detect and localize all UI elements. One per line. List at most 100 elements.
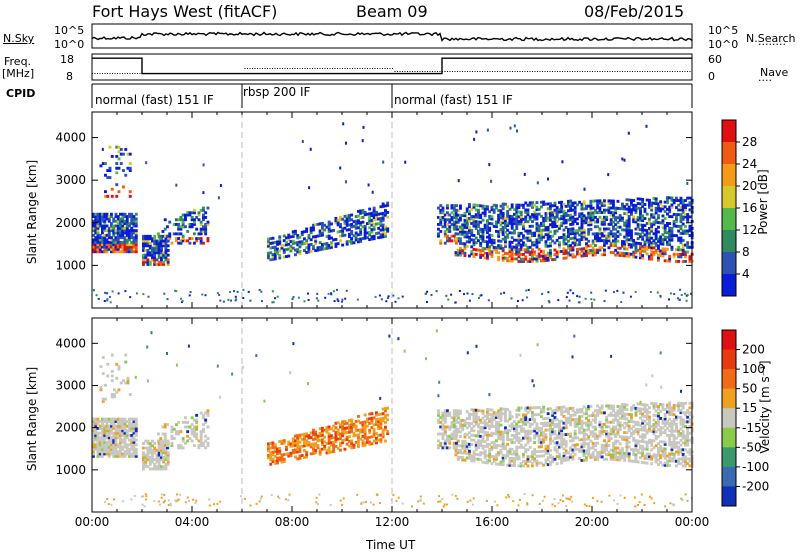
data-cell xyxy=(499,228,503,231)
data-cell xyxy=(336,432,340,436)
data-cell xyxy=(591,425,595,429)
data-cell xyxy=(477,232,480,236)
data-cell xyxy=(549,463,552,466)
data-cell xyxy=(456,409,460,413)
nave-dot xyxy=(619,71,621,72)
data-cell xyxy=(652,213,656,217)
data-cell xyxy=(134,236,138,240)
data-cell xyxy=(681,229,685,233)
data-cell xyxy=(273,450,277,454)
data-cell xyxy=(571,218,575,221)
data-cell xyxy=(356,298,359,301)
data-cell xyxy=(625,219,629,223)
data-cell xyxy=(454,453,458,457)
data-cell xyxy=(124,148,128,151)
data-cell xyxy=(488,163,491,167)
data-cell xyxy=(508,412,512,416)
data-cell xyxy=(488,433,492,437)
data-cell xyxy=(607,232,611,236)
data-cell xyxy=(278,237,282,241)
data-cell xyxy=(363,210,367,214)
data-cell xyxy=(654,241,658,245)
data-cell xyxy=(307,236,311,240)
data-cell xyxy=(357,440,360,444)
data-cell xyxy=(117,190,121,194)
data-cell xyxy=(321,233,324,237)
data-cell xyxy=(609,218,613,222)
data-cell xyxy=(463,230,467,234)
data-cell xyxy=(125,233,129,237)
data-cell xyxy=(121,438,125,442)
data-cell xyxy=(459,218,462,222)
data-cell xyxy=(332,450,336,453)
data-cell xyxy=(142,253,145,257)
data-cell xyxy=(285,248,288,251)
data-cell xyxy=(377,231,381,235)
data-cell xyxy=(470,426,474,430)
data-cell xyxy=(114,236,118,240)
data-cell xyxy=(160,253,163,257)
data-cell xyxy=(623,254,627,258)
data-cell xyxy=(461,214,465,217)
data-cell xyxy=(296,450,300,454)
data-cell xyxy=(555,422,559,426)
data-cell xyxy=(363,427,367,431)
data-cell xyxy=(132,429,136,433)
data-cell xyxy=(130,443,134,447)
data-cell xyxy=(549,230,552,234)
data-cell xyxy=(459,237,462,241)
data-cell xyxy=(230,299,232,302)
data-cell xyxy=(172,232,176,236)
data-cell xyxy=(544,447,548,451)
data-cell xyxy=(591,241,595,245)
data-cell xyxy=(456,421,460,424)
data-cell xyxy=(463,451,467,455)
nave-dot xyxy=(662,71,663,72)
data-cell xyxy=(370,221,374,225)
data-cell xyxy=(524,250,528,254)
data-cell xyxy=(621,207,624,211)
data-cell xyxy=(625,431,629,435)
data-cell xyxy=(483,440,487,444)
data-cell xyxy=(587,423,591,427)
data-cell xyxy=(479,441,483,445)
data-cell xyxy=(439,211,443,215)
data-cell xyxy=(148,458,152,462)
data-cell xyxy=(291,298,294,301)
data-cell xyxy=(163,425,167,429)
data-cell xyxy=(121,217,125,221)
data-cell xyxy=(132,229,136,233)
data-cell xyxy=(119,427,122,430)
data-cell xyxy=(276,452,279,456)
data-cell xyxy=(366,417,369,421)
data-cell xyxy=(271,441,275,445)
data-cell xyxy=(499,244,503,248)
data-cell xyxy=(96,447,100,451)
data-cell xyxy=(591,411,595,415)
data-cell xyxy=(634,204,638,207)
nave-dot xyxy=(674,71,676,72)
data-cell xyxy=(330,229,333,233)
data-cell xyxy=(160,246,163,250)
data-cell xyxy=(560,405,564,409)
data-cell xyxy=(483,240,487,243)
data-cell xyxy=(555,462,559,466)
data-cell xyxy=(589,432,593,436)
data-cell xyxy=(594,448,597,452)
data-cell xyxy=(580,438,584,442)
data-cell xyxy=(361,427,365,431)
nave-dot xyxy=(204,73,206,74)
data-cell xyxy=(553,258,557,261)
data-cell xyxy=(170,437,174,440)
data-cell xyxy=(560,440,564,444)
data-cell xyxy=(684,255,687,259)
data-cell xyxy=(147,295,150,298)
data-cell xyxy=(287,247,291,251)
data-cell xyxy=(562,256,566,260)
data-cell xyxy=(372,213,376,217)
data-cell xyxy=(677,229,681,233)
data-cell xyxy=(654,234,658,238)
data-cell xyxy=(659,249,663,253)
data-cell xyxy=(630,408,633,412)
data-cell xyxy=(381,225,385,229)
